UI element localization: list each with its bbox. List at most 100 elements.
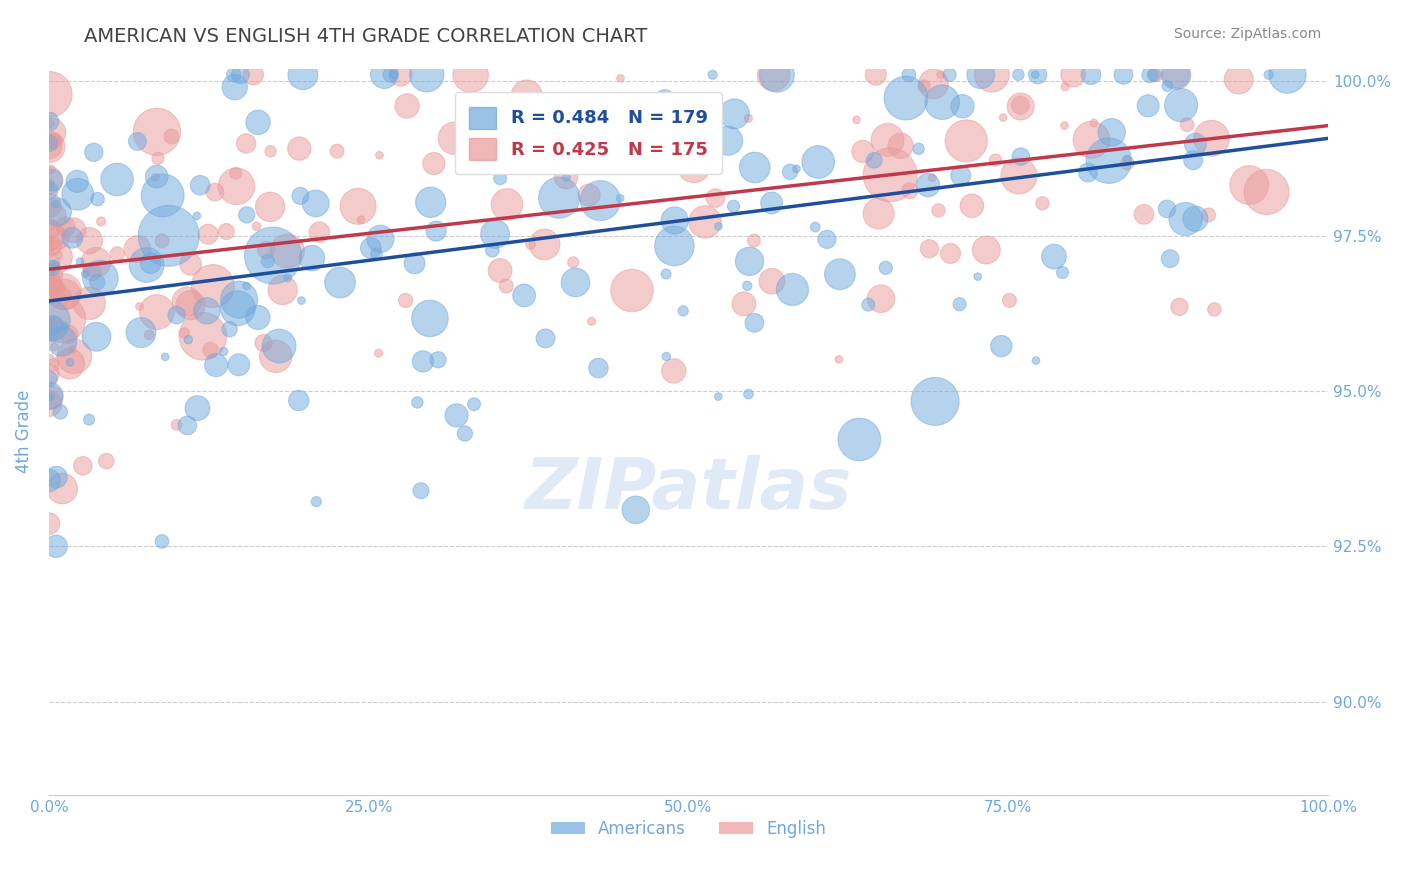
- Point: [534, 331, 557, 345]
- Point: [991, 111, 1014, 125]
- Point: [1080, 68, 1102, 82]
- Point: [664, 239, 686, 253]
- Point: [84, 255, 107, 269]
- Point: [38, 198, 60, 212]
- Point: [72, 458, 94, 473]
- Point: [89, 271, 111, 285]
- Point: [69, 254, 91, 268]
- Point: [970, 68, 993, 82]
- Point: [1144, 68, 1167, 82]
- Point: [366, 247, 388, 261]
- Point: [949, 297, 972, 311]
- Point: [707, 219, 730, 234]
- Point: [51, 334, 73, 348]
- Point: [201, 279, 224, 293]
- Point: [1156, 202, 1178, 216]
- Point: [1137, 99, 1160, 113]
- Point: [39, 314, 62, 328]
- Point: [225, 179, 247, 194]
- Point: [738, 254, 761, 268]
- Point: [1025, 353, 1047, 368]
- Point: [271, 283, 294, 297]
- Point: [245, 219, 267, 234]
- Point: [562, 255, 585, 269]
- Point: [1174, 212, 1197, 227]
- Point: [828, 267, 851, 281]
- Point: [865, 68, 887, 82]
- Point: [235, 208, 257, 222]
- Point: [41, 260, 63, 275]
- Point: [46, 205, 69, 219]
- Point: [1008, 169, 1031, 183]
- Point: [150, 234, 173, 248]
- Point: [82, 264, 104, 278]
- Point: [212, 344, 235, 359]
- Point: [367, 346, 389, 360]
- Point: [195, 303, 218, 318]
- Point: [1010, 98, 1032, 112]
- Point: [42, 318, 65, 333]
- Point: [38, 396, 60, 410]
- Point: [443, 131, 465, 145]
- Point: [879, 168, 901, 182]
- Point: [228, 358, 250, 372]
- Point: [290, 189, 312, 203]
- Point: [127, 242, 149, 256]
- Point: [868, 206, 890, 220]
- Point: [51, 312, 73, 326]
- Point: [737, 387, 759, 401]
- Point: [1204, 302, 1226, 317]
- Point: [723, 199, 745, 213]
- Point: [129, 326, 152, 340]
- Point: [1201, 131, 1223, 145]
- Point: [146, 305, 169, 319]
- Point: [733, 297, 755, 311]
- Point: [927, 203, 949, 218]
- Point: [1112, 68, 1135, 82]
- Point: [890, 138, 912, 153]
- Point: [264, 349, 287, 363]
- Point: [173, 326, 195, 340]
- Point: [1024, 68, 1046, 82]
- Point: [785, 161, 807, 176]
- Point: [42, 322, 65, 336]
- Point: [998, 293, 1021, 308]
- Point: [427, 352, 450, 367]
- Point: [127, 135, 149, 149]
- Point: [224, 80, 246, 95]
- Point: [807, 155, 830, 169]
- Point: [761, 274, 783, 288]
- Point: [105, 247, 128, 261]
- Point: [44, 250, 66, 264]
- Point: [38, 246, 60, 260]
- Point: [966, 269, 988, 284]
- Point: [456, 160, 478, 174]
- Point: [38, 282, 60, 296]
- Point: [86, 192, 108, 206]
- Text: Source: ZipAtlas.com: Source: ZipAtlas.com: [1174, 27, 1322, 41]
- Point: [58, 327, 80, 342]
- Point: [128, 300, 150, 314]
- Point: [1031, 196, 1053, 211]
- Point: [176, 294, 198, 309]
- Point: [858, 298, 880, 312]
- Point: [1164, 68, 1187, 82]
- Point: [519, 237, 541, 252]
- Point: [38, 177, 60, 191]
- Point: [180, 298, 202, 312]
- Point: [288, 142, 311, 156]
- Point: [463, 397, 485, 411]
- Point: [138, 328, 160, 343]
- Point: [143, 170, 166, 185]
- Point: [150, 534, 173, 549]
- Point: [845, 112, 868, 127]
- Point: [235, 136, 257, 151]
- Point: [382, 68, 405, 82]
- Point: [45, 470, 67, 484]
- Point: [1052, 266, 1074, 280]
- Point: [186, 209, 208, 223]
- Point: [42, 358, 65, 372]
- Point: [876, 133, 898, 147]
- Point: [605, 101, 627, 115]
- Point: [246, 310, 269, 325]
